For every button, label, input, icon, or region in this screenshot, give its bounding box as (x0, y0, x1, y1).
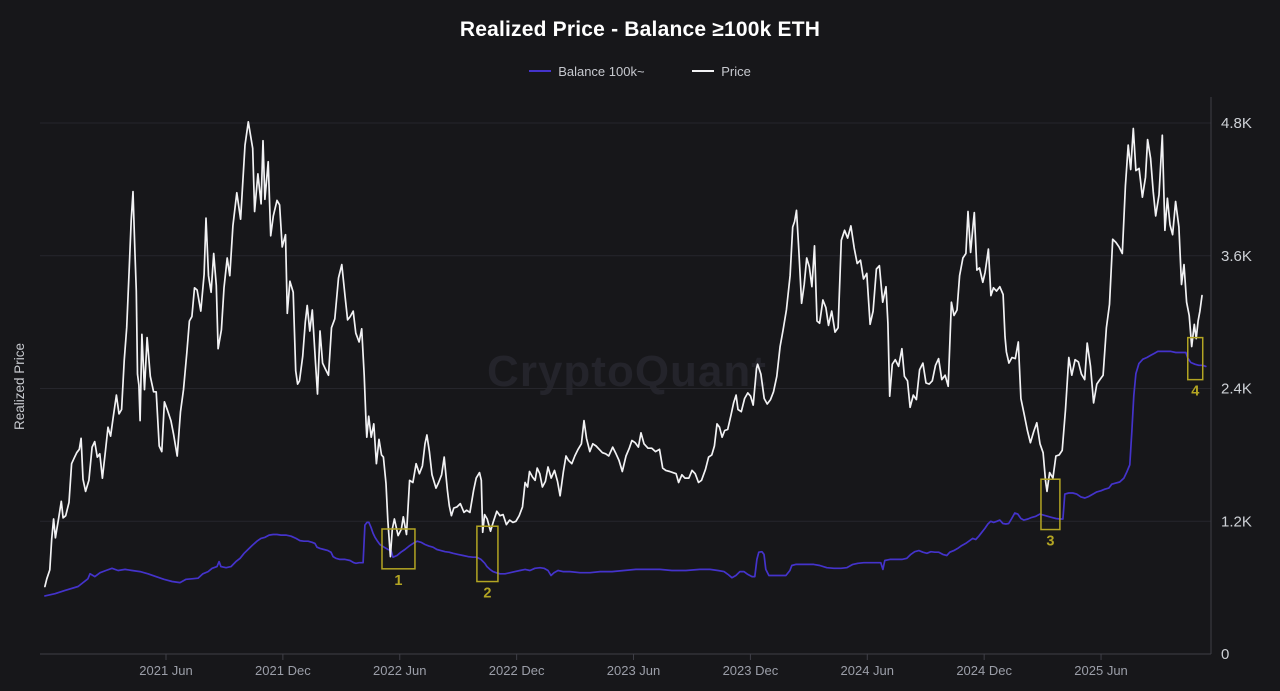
annotation-label-1: 1 (394, 573, 402, 589)
legend-label-price: Price (721, 63, 751, 79)
y-tick-label: 4.8K (1221, 115, 1252, 132)
y-tick-label: 0 (1221, 646, 1229, 663)
legend-item-balance[interactable]: Balance 100k~ (529, 63, 645, 79)
x-tick-label: 2023 Dec (723, 663, 779, 678)
legend-swatch-balance (529, 70, 552, 72)
x-tick-label: 2022 Jun (373, 663, 427, 678)
watermark: CryptoQuant (487, 347, 767, 396)
x-tick-label: 2025 Jun (1074, 663, 1128, 678)
legend: Balance 100k~ Price (0, 60, 1280, 79)
series-balance-line[interactable] (44, 350, 1207, 597)
series-price-line[interactable] (44, 121, 1203, 588)
chart-title: Realized Price - Balance ≥100k ETH (459, 18, 821, 41)
legend-item-price[interactable]: Price (692, 64, 751, 79)
annotation-box-1 (381, 528, 416, 570)
legend-swatch-price (692, 70, 715, 72)
x-tick-label: 2023 Jun (607, 663, 661, 678)
annotation-label-4: 4 (1191, 384, 1199, 400)
annotation-label-2: 2 (483, 586, 491, 602)
y-tick-label: 1.2K (1221, 513, 1252, 530)
legend-label-balance: Balance 100k~ (558, 63, 645, 79)
annotation-box-4 (1187, 336, 1204, 381)
x-tick-label: 2024 Dec (956, 663, 1012, 678)
x-tick-label: 2024 Jun (841, 663, 895, 678)
y-tick-label: 3.6K (1221, 248, 1252, 265)
x-tick-label: 2022 Dec (489, 663, 545, 678)
y-axis-title: Realized Price (12, 342, 27, 430)
y-tick-label: 2.4K (1221, 381, 1252, 398)
annotation-box-2 (476, 525, 499, 583)
annotation-label-3: 3 (1046, 534, 1054, 550)
annotation-box-3 (1040, 478, 1061, 531)
x-tick-label: 2021 Dec (255, 663, 311, 678)
x-tick-label: 2021 Jun (139, 663, 193, 678)
